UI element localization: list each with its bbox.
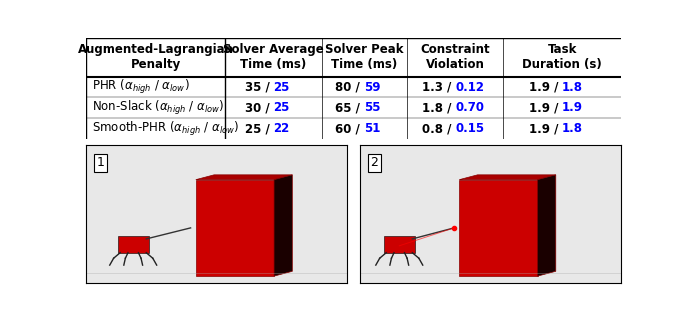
Text: 30 / 25: 30 / 25 [251, 101, 296, 114]
Text: 1.9: 1.9 [562, 101, 583, 114]
Text: 0.15: 0.15 [455, 122, 484, 135]
Text: 51: 51 [364, 122, 381, 135]
Text: 1.8 /: 1.8 / [422, 101, 455, 114]
Text: 2: 2 [371, 156, 378, 169]
Polygon shape [460, 180, 538, 276]
Text: 60 /: 60 / [335, 122, 364, 135]
Text: 1.9 / 1.9: 1.9 / 1.9 [535, 101, 589, 114]
Polygon shape [460, 175, 555, 180]
Text: Non-Slack ($\alpha_{high}$ / $\alpha_{low}$): Non-Slack ($\alpha_{high}$ / $\alpha_{lo… [92, 99, 224, 117]
Text: Task
Duration (s): Task Duration (s) [522, 43, 602, 71]
Polygon shape [196, 175, 293, 180]
Text: 35 / 25: 35 / 25 [250, 80, 296, 93]
Text: Solver Peak
Time (ms): Solver Peak Time (ms) [325, 43, 404, 71]
Text: 1.9 / 1.8: 1.9 / 1.8 [535, 80, 589, 93]
Text: Augmented-Lagrangian
Penalty: Augmented-Lagrangian Penalty [78, 43, 234, 71]
Text: 65 / 55: 65 / 55 [342, 101, 387, 114]
Text: 1.9 /: 1.9 / [529, 101, 562, 114]
Text: Smooth-PHR ($\alpha_{high}$ / $\alpha_{low}$): Smooth-PHR ($\alpha_{high}$ / $\alpha_{l… [92, 120, 239, 138]
Text: 25: 25 [273, 101, 290, 114]
Text: 55: 55 [364, 101, 381, 114]
Text: Constraint
Violation: Constraint Violation [420, 43, 490, 71]
Polygon shape [384, 236, 415, 253]
Text: 1.8: 1.8 [562, 122, 583, 135]
Text: 22: 22 [273, 122, 290, 135]
Text: 1.3 /: 1.3 / [422, 80, 455, 93]
Text: 1.3 / 0.12: 1.3 / 0.12 [424, 80, 486, 93]
Polygon shape [117, 236, 149, 253]
Text: 25 /: 25 / [244, 122, 273, 135]
Text: 0.70: 0.70 [455, 101, 484, 114]
Text: 0.8 /: 0.8 / [422, 122, 455, 135]
Text: 35 /: 35 / [244, 80, 273, 93]
Text: 1.9 / 1.8: 1.9 / 1.8 [535, 122, 589, 135]
Text: 80 /: 80 / [335, 80, 364, 93]
Text: Solver Average
Time (ms): Solver Average Time (ms) [223, 43, 324, 71]
Text: 30 /: 30 / [245, 101, 273, 114]
Text: 65 /: 65 / [335, 101, 364, 114]
Text: 59: 59 [364, 80, 381, 93]
Text: 25: 25 [273, 80, 290, 93]
Text: 0.8 / 0.15: 0.8 / 0.15 [424, 122, 486, 135]
Text: 1.8 / 0.70: 1.8 / 0.70 [424, 101, 486, 114]
Text: PHR ($\alpha_{high}$ / $\alpha_{low}$): PHR ($\alpha_{high}$ / $\alpha_{low}$) [92, 78, 189, 96]
Text: 1: 1 [97, 156, 105, 169]
Text: 60 / 51: 60 / 51 [342, 122, 387, 135]
Text: 25 / 22: 25 / 22 [251, 122, 296, 135]
Text: 80 / 59: 80 / 59 [342, 80, 387, 93]
Text: 1.9 /: 1.9 / [529, 80, 562, 93]
Polygon shape [196, 180, 274, 276]
Polygon shape [538, 175, 555, 276]
Text: 1.9 /: 1.9 / [529, 122, 562, 135]
Text: 1.8: 1.8 [562, 80, 583, 93]
Text: 0.12: 0.12 [455, 80, 484, 93]
Polygon shape [274, 175, 293, 276]
